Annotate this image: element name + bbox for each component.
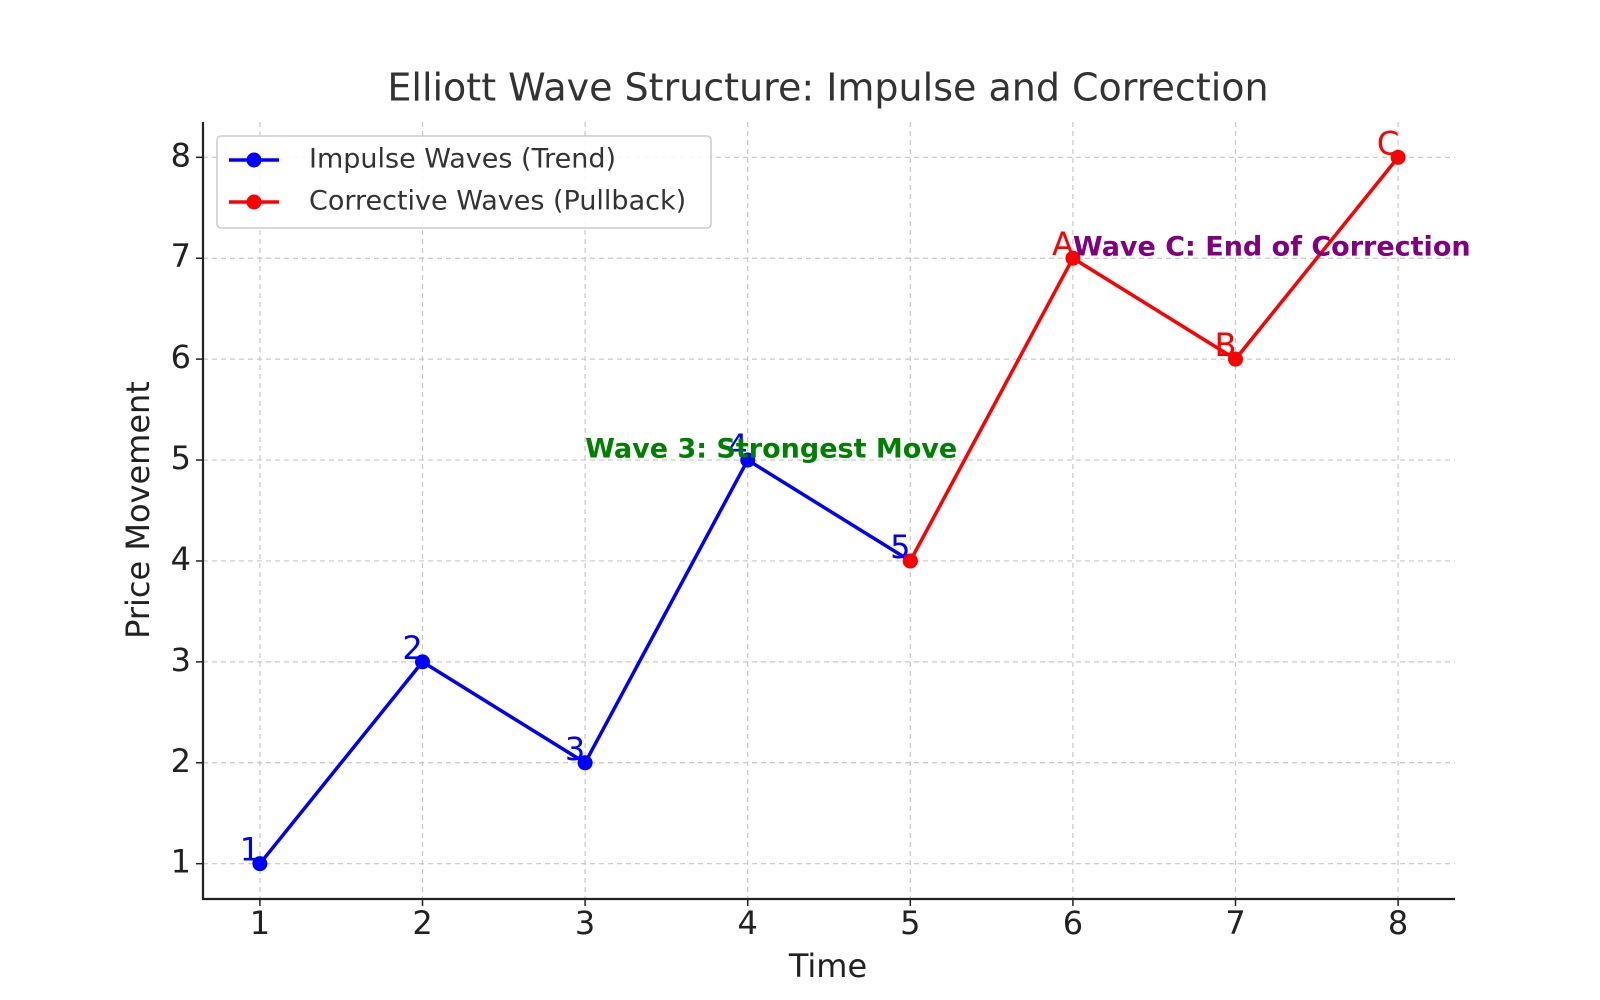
legend-box xyxy=(216,135,712,229)
x-tick-label: 8 xyxy=(1388,904,1408,942)
point xyxy=(1065,250,1081,266)
point xyxy=(252,856,268,872)
y-tick-label: 2 xyxy=(171,742,191,780)
legend-marker xyxy=(246,194,262,210)
point-label: 3 xyxy=(565,730,585,768)
series-line xyxy=(908,156,1400,562)
x-tick-label: 7 xyxy=(1225,904,1245,942)
point-label: C xyxy=(1377,124,1399,162)
point-label: 2 xyxy=(402,629,422,667)
y-axis-label: Price Movement xyxy=(119,381,157,639)
legend-marker xyxy=(246,152,262,168)
point-label: 1 xyxy=(240,831,260,869)
y-tick-label: 6 xyxy=(171,338,191,376)
point xyxy=(902,553,918,569)
annotation: Wave 3: Strongest Move xyxy=(585,433,957,464)
y-tick-label: 8 xyxy=(171,136,191,174)
point xyxy=(740,452,756,468)
y-tick-label: 4 xyxy=(171,540,191,578)
point-label: A xyxy=(1052,225,1074,263)
legend-label: Corrective Waves (Pullback) xyxy=(309,186,686,217)
point xyxy=(1227,351,1243,367)
x-tick-label: 6 xyxy=(1063,904,1083,942)
y-tick-label: 3 xyxy=(171,641,191,679)
x-tick-label: 4 xyxy=(738,904,758,942)
x-tick-label: 5 xyxy=(900,904,920,942)
point-label: 4 xyxy=(728,427,748,465)
point xyxy=(1390,149,1406,165)
x-tick-label: 2 xyxy=(412,904,432,942)
point xyxy=(415,654,431,670)
point xyxy=(577,755,593,771)
axes-spine xyxy=(201,122,1455,901)
point-label: B xyxy=(1215,326,1237,364)
legend-label: Impulse Waves (Trend) xyxy=(309,144,616,175)
y-tick-label: 5 xyxy=(171,439,191,477)
chart-title: Elliott Wave Structure: Impulse and Corr… xyxy=(387,66,1268,110)
x-axis-label: Time xyxy=(788,947,867,985)
x-tick-label: 1 xyxy=(250,904,270,942)
x-tick-label: 3 xyxy=(575,904,595,942)
y-tick-label: 7 xyxy=(171,237,191,275)
annotation: Wave C: End of Correction xyxy=(1073,232,1471,263)
y-tick-label: 1 xyxy=(171,843,191,881)
